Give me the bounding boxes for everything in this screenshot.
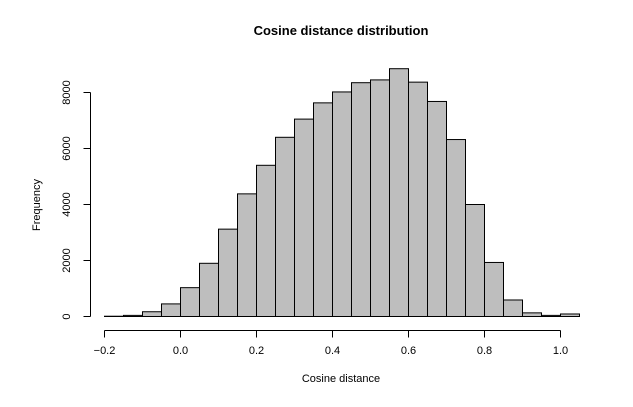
histogram-bar-1 (123, 314, 143, 318)
histogram-bar-21 (503, 299, 523, 318)
histogram-bar-10 (294, 118, 314, 317)
histogram-bar-11 (313, 102, 333, 317)
x-tick-label-2: 0.2 (249, 345, 264, 357)
histogram-bar-24 (560, 313, 580, 318)
x-tick-label-1: 0.0 (173, 345, 188, 357)
histogram-bar-5 (199, 262, 219, 317)
x-tick-label-4: 0.6 (401, 345, 416, 357)
histogram-bar-22 (522, 312, 542, 317)
x-tick-label-6: 1.0 (553, 345, 568, 357)
histogram-bar-15 (389, 68, 409, 317)
y-tick-label-0: 0 (61, 313, 73, 319)
histogram-bar-8 (256, 164, 276, 317)
x-tick-label-3: 0.4 (325, 345, 340, 357)
y-tick-label-4: 8000 (61, 80, 73, 104)
y-axis: 0 2000 4000 6000 8000 (61, 80, 91, 320)
histogram-bar-19 (465, 204, 485, 317)
x-axis-label: Cosine distance (302, 373, 380, 385)
x-tick-label-0: −0.2 (94, 345, 116, 357)
x-axis: −0.2 0.0 0.2 0.4 0.6 0.8 1.0 (94, 330, 568, 357)
histogram-bar-17 (427, 100, 447, 317)
y-axis-label: Frequency (31, 179, 43, 231)
histogram-bar-18 (446, 139, 466, 317)
bars-group (104, 68, 580, 318)
histogram-bar-7 (237, 193, 257, 317)
y-tick-label-1: 2000 (61, 248, 73, 272)
histogram-bar-20 (484, 261, 504, 317)
histogram-bar-23 (541, 314, 561, 318)
histogram-bar-2 (142, 311, 162, 317)
y-tick-label-3: 6000 (61, 136, 73, 160)
histogram-bar-14 (370, 79, 390, 318)
histogram-bar-13 (351, 82, 371, 317)
histogram-bar-9 (275, 136, 295, 317)
histogram-bar-6 (218, 228, 238, 317)
chart-title: Cosine distance distribution (254, 23, 429, 38)
histogram-bar-3 (161, 303, 181, 317)
histogram-bar-12 (332, 91, 352, 317)
histogram-bar-4 (180, 287, 200, 318)
histogram-bar-16 (408, 81, 428, 317)
y-tick-label-2: 4000 (61, 192, 73, 216)
x-tick-label-5: 0.8 (477, 345, 492, 357)
